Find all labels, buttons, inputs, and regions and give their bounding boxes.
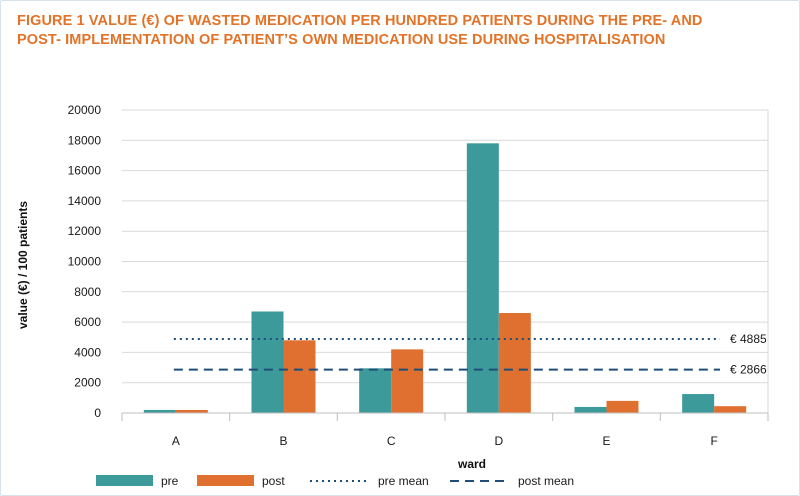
bar-pre-A (143, 409, 176, 413)
bar-pre-B (251, 311, 284, 413)
figure-title: FIGURE 1 VALUE (€) OF WASTED MEDICATION … (17, 12, 777, 50)
legend-label-pre-mean: pre mean (378, 474, 429, 488)
y-tick-label: 6000 (74, 315, 101, 329)
x-tick-label: C (387, 434, 396, 448)
y-tick-label: 2000 (74, 376, 101, 390)
bar-pre-C (359, 368, 392, 413)
bar-post-F (714, 406, 747, 413)
bar-post-A (175, 409, 208, 413)
pre-mean-label: € 4885 (730, 332, 767, 346)
legend-label-pre: pre (161, 474, 179, 488)
axes: 0 2000 4000 6000 8000 10000 12000 14000 16000 180… (68, 103, 769, 448)
x-tick-label: B (279, 434, 287, 448)
bar-pre-F (682, 394, 715, 413)
y-tick-label: 4000 (74, 345, 101, 359)
bar-post-D (498, 313, 531, 413)
x-tick-label: F (710, 434, 717, 448)
legend-swatch-pre (96, 475, 153, 486)
legend-swatch-post (197, 475, 254, 486)
y-tick-label: 14000 (68, 194, 102, 208)
mean-lines: € 4885 € 2866 (173, 332, 767, 377)
y-tick-label: 18000 (68, 133, 102, 147)
legend-label-post-mean: post mean (518, 474, 574, 488)
x-axis-title: ward (457, 457, 486, 471)
bar-post-C (391, 349, 424, 413)
y-tick-label: 8000 (74, 285, 101, 299)
bar-post-B (283, 340, 316, 413)
x-tick-label: D (494, 434, 503, 448)
figure-title-line-2: POST- IMPLEMENTATION OF PATIENT’S OWN ME… (17, 32, 666, 48)
legend-label-post: post (262, 474, 285, 488)
figure-title-line-1: FIGURE 1 VALUE (€) OF WASTED MEDICATION … (17, 13, 703, 29)
y-tick-label: 12000 (68, 224, 102, 238)
y-tick-label: 20000 (68, 103, 102, 117)
y-tick-label: 16000 (68, 164, 102, 178)
legend: pre post pre mean post mean (96, 474, 574, 488)
bar-post-E (606, 400, 639, 413)
x-tick-label: A (172, 434, 180, 448)
bar-pre-E (574, 406, 607, 413)
y-tick-label: 10000 (68, 255, 102, 269)
x-tick-label: E (602, 434, 610, 448)
post-mean-label: € 2866 (730, 363, 767, 377)
y-axis-title: value (€) / 100 patients (16, 201, 30, 329)
y-tick-label: 0 (94, 406, 101, 420)
bars (143, 143, 747, 413)
bar-pre-D (466, 143, 499, 413)
gridlines (122, 109, 769, 414)
